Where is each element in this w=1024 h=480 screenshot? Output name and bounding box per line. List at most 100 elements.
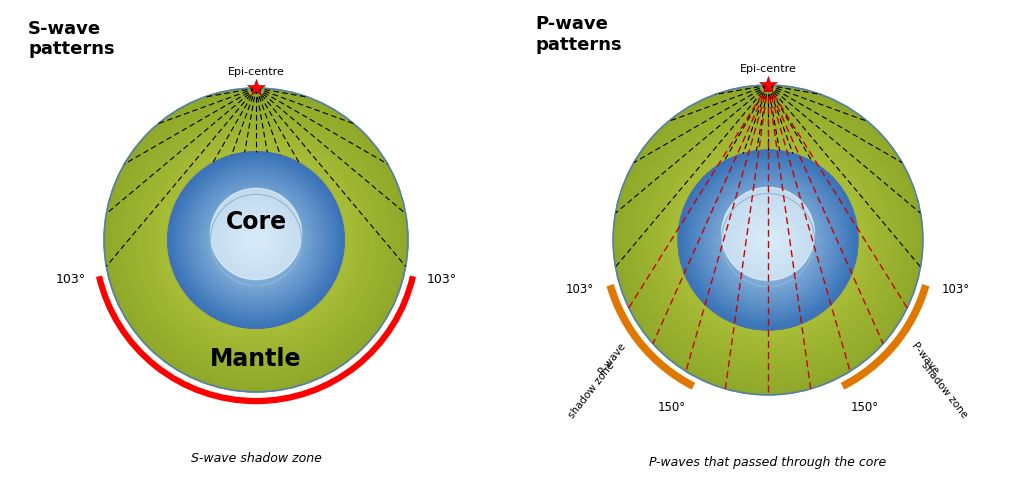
Circle shape (211, 194, 301, 286)
Circle shape (759, 231, 777, 249)
Circle shape (239, 222, 273, 258)
Circle shape (690, 162, 846, 318)
Circle shape (122, 106, 390, 374)
Circle shape (172, 156, 340, 324)
Circle shape (215, 200, 297, 280)
Circle shape (167, 151, 345, 329)
Circle shape (236, 220, 276, 260)
Circle shape (688, 160, 848, 320)
Circle shape (709, 180, 827, 300)
Circle shape (647, 119, 889, 361)
Circle shape (659, 132, 877, 348)
Circle shape (707, 179, 829, 301)
Circle shape (722, 187, 814, 280)
Circle shape (713, 185, 823, 295)
Circle shape (720, 192, 816, 288)
Circle shape (737, 209, 799, 271)
Circle shape (750, 222, 786, 258)
Circle shape (178, 162, 334, 318)
Circle shape (714, 186, 822, 294)
Circle shape (741, 213, 795, 267)
Circle shape (168, 152, 344, 328)
Circle shape (129, 113, 383, 367)
Circle shape (253, 237, 259, 243)
Circle shape (172, 156, 340, 324)
Circle shape (725, 197, 811, 283)
Circle shape (222, 206, 290, 274)
Circle shape (752, 224, 784, 256)
Text: Core: Core (225, 210, 287, 234)
Text: shadow zone: shadow zone (566, 360, 616, 420)
Circle shape (696, 168, 840, 312)
Circle shape (177, 161, 335, 319)
Circle shape (223, 208, 289, 272)
Circle shape (171, 155, 341, 325)
Text: 103°: 103° (55, 273, 86, 286)
Circle shape (689, 161, 847, 319)
Circle shape (695, 168, 841, 312)
Circle shape (654, 126, 882, 354)
Circle shape (127, 111, 385, 369)
Circle shape (729, 201, 807, 279)
Circle shape (703, 176, 833, 304)
Circle shape (723, 195, 813, 285)
Text: 150°: 150° (850, 401, 879, 414)
Circle shape (199, 183, 313, 297)
Circle shape (717, 189, 819, 291)
Circle shape (104, 88, 408, 392)
Circle shape (700, 173, 836, 307)
Text: S-wave shadow zone: S-wave shadow zone (190, 452, 322, 465)
Circle shape (134, 119, 378, 361)
Circle shape (642, 114, 894, 366)
Circle shape (652, 124, 884, 356)
Circle shape (663, 134, 873, 346)
Circle shape (712, 183, 824, 297)
Circle shape (753, 225, 783, 255)
Circle shape (678, 150, 858, 330)
Circle shape (119, 103, 393, 377)
Circle shape (639, 111, 897, 369)
Circle shape (147, 131, 365, 349)
Circle shape (232, 216, 280, 264)
Circle shape (162, 146, 350, 334)
Circle shape (680, 152, 856, 328)
Circle shape (213, 197, 299, 283)
Text: P-wave: P-wave (596, 341, 627, 377)
Circle shape (744, 217, 792, 263)
Circle shape (760, 232, 776, 248)
Circle shape (249, 233, 263, 247)
Circle shape (190, 174, 322, 306)
Circle shape (714, 186, 822, 294)
Circle shape (697, 169, 839, 311)
Circle shape (748, 219, 788, 261)
Circle shape (665, 137, 871, 343)
Circle shape (198, 182, 314, 298)
Circle shape (181, 165, 331, 315)
Circle shape (231, 215, 281, 265)
Circle shape (209, 193, 303, 287)
Circle shape (693, 165, 843, 315)
Circle shape (196, 179, 316, 301)
Text: P-waves that passed through the core: P-waves that passed through the core (649, 456, 887, 469)
Circle shape (767, 239, 769, 241)
Circle shape (225, 210, 287, 270)
Circle shape (252, 236, 260, 244)
Circle shape (244, 228, 268, 252)
Circle shape (191, 175, 321, 305)
Circle shape (165, 149, 347, 331)
Circle shape (175, 159, 337, 321)
Circle shape (749, 220, 787, 260)
Circle shape (210, 188, 302, 279)
Circle shape (694, 167, 842, 313)
Circle shape (180, 164, 332, 316)
Circle shape (223, 207, 289, 273)
Circle shape (613, 85, 923, 395)
Circle shape (201, 184, 311, 296)
Circle shape (187, 171, 325, 309)
Circle shape (680, 152, 856, 328)
Circle shape (187, 172, 325, 308)
Circle shape (195, 178, 317, 302)
Circle shape (615, 88, 921, 392)
Circle shape (678, 150, 858, 330)
Circle shape (213, 197, 299, 283)
